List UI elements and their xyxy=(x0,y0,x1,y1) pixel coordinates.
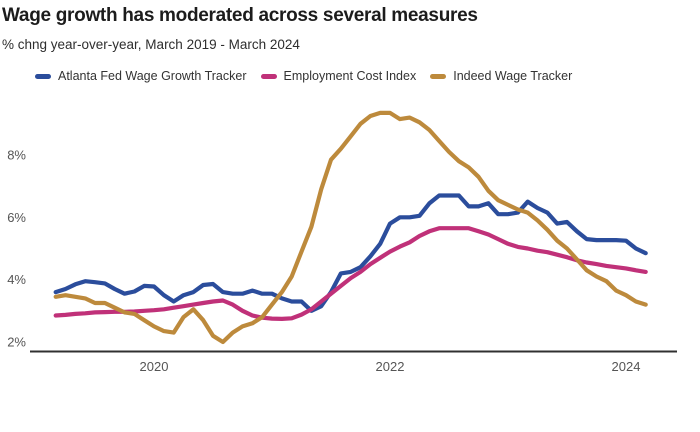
legend-label-eci: Employment Cost Index xyxy=(283,69,417,83)
y-tick-label-2%: 2% xyxy=(7,335,26,350)
legend-item-eci: Employment Cost Index xyxy=(260,69,417,83)
legend-swatch-eci-icon xyxy=(260,73,277,79)
y-tick-label-8%: 8% xyxy=(7,148,26,163)
legend-item-indeed: Indeed Wage Tracker xyxy=(430,69,572,83)
y-tick-label-6%: 6% xyxy=(7,210,26,225)
y-tick-label-4%: 4% xyxy=(7,272,26,287)
chart-title: Wage growth has moderated across several… xyxy=(2,5,478,26)
legend-swatch-atlanta-fed-icon xyxy=(35,73,51,79)
series-line-atlanta-fed-wage-growth-tracker xyxy=(53,193,648,313)
legend-swatch-indeed-icon xyxy=(430,73,447,79)
chart-subtitle: % chng year-over-year, March 2019 - Marc… xyxy=(2,37,300,52)
legend-label-indeed: Indeed Wage Tracker xyxy=(453,69,573,83)
chart-legend: Atlanta Fed Wage Growth Tracker Employme… xyxy=(35,69,572,83)
x-tick-label-2022: 2022 xyxy=(376,359,405,374)
legend-item-atlanta-fed: Atlanta Fed Wage Growth Tracker xyxy=(35,69,247,83)
legend-label-atlanta-fed: Atlanta Fed Wage Growth Tracker xyxy=(58,69,247,83)
series-line-employment-cost-index xyxy=(53,226,648,321)
x-tick-label-2024: 2024 xyxy=(612,359,641,374)
series-line-indeed-wage-tracker xyxy=(53,110,648,345)
x-tick-label-2020: 2020 xyxy=(140,359,169,374)
